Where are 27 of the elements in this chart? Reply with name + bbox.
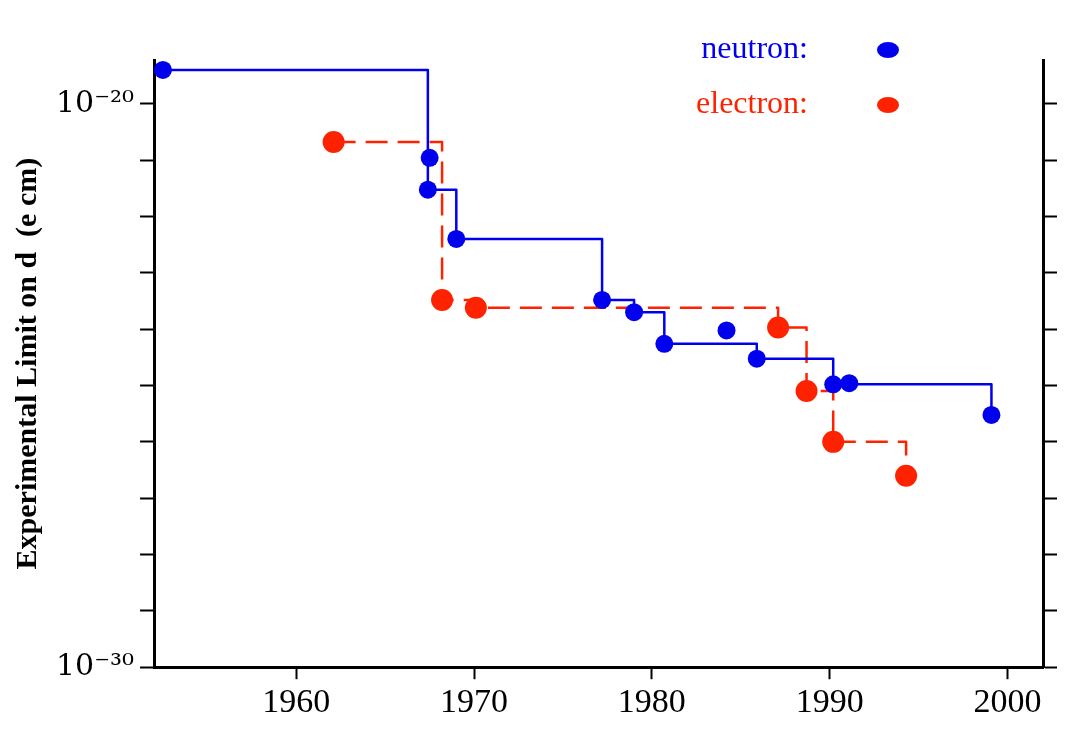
point <box>982 405 1001 424</box>
x-tick-label: 1960 <box>262 681 331 719</box>
legend-label: neutron: <box>701 29 808 66</box>
point <box>824 375 843 394</box>
point <box>418 180 437 199</box>
point <box>464 296 487 319</box>
point <box>655 334 674 353</box>
point <box>625 303 644 322</box>
point <box>593 290 612 309</box>
x-tick-label: 1990 <box>795 681 864 719</box>
point <box>153 60 172 79</box>
point <box>795 379 818 402</box>
x-tick-label: 1980 <box>617 681 686 719</box>
point <box>322 131 345 154</box>
point <box>767 316 790 339</box>
point <box>895 464 918 487</box>
y-tick-label: 10⁻²⁰ <box>56 83 135 119</box>
point <box>431 288 454 311</box>
point <box>447 229 466 248</box>
legend-label: electron: <box>696 84 808 121</box>
y-axis-title: Experimental Limit on d (e cm) <box>8 157 43 570</box>
point <box>717 321 736 340</box>
point <box>747 349 766 368</box>
x-tick-label: 2000 <box>973 681 1042 719</box>
x-tick-label: 1970 <box>440 681 509 719</box>
point <box>822 430 845 453</box>
y-tick-label: 10⁻³⁰ <box>56 647 135 682</box>
